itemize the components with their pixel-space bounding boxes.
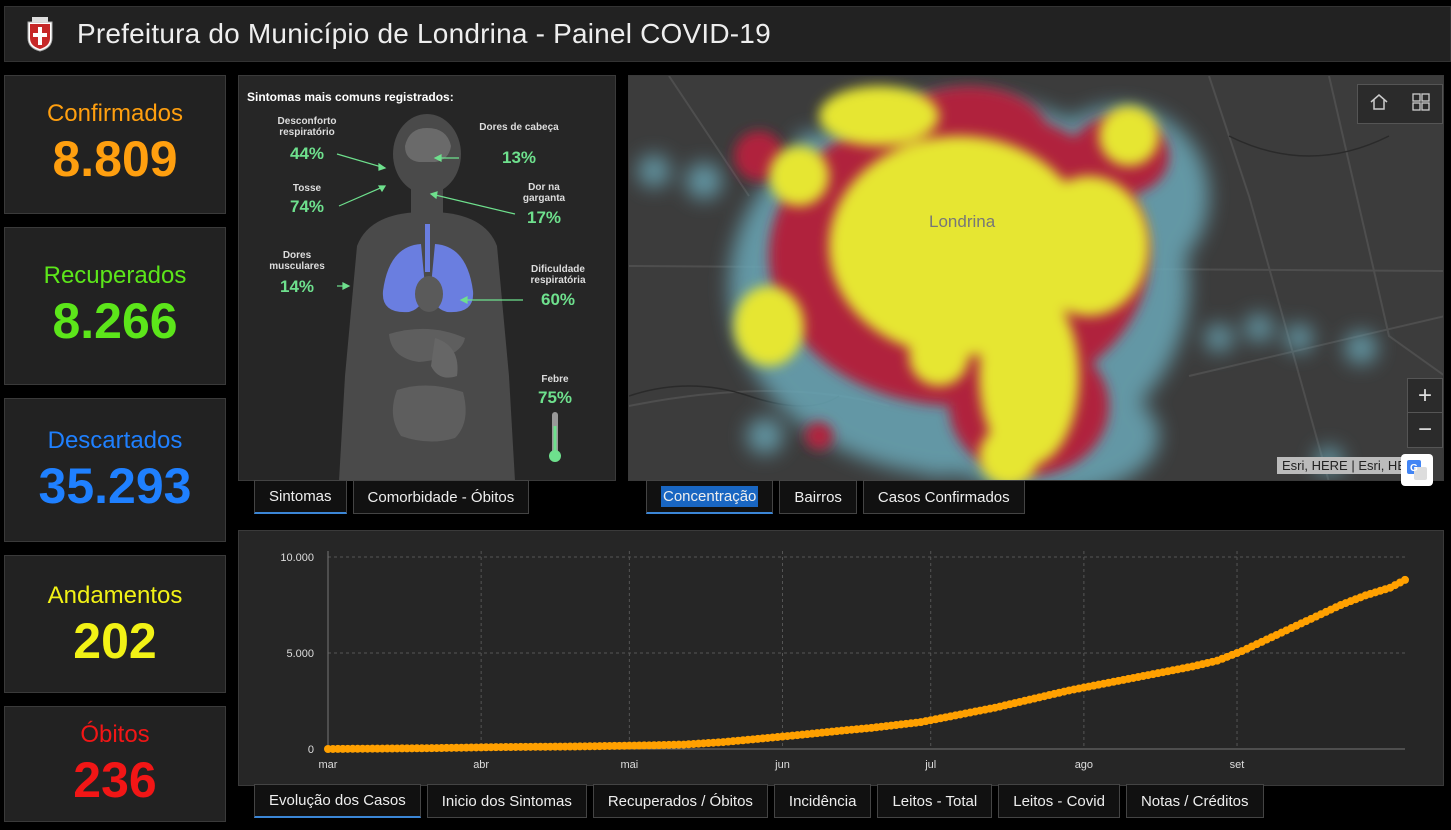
- symptom-label-cough: Tosse: [292, 183, 322, 194]
- symptom-label-muscle-pain: Dores musculares: [269, 250, 325, 272]
- confirmed-label: Confirmados: [46, 100, 184, 127]
- tab-symptom-onset[interactable]: Inicio dos Sintomas: [426, 784, 587, 818]
- recovered-value: 8.266: [52, 293, 178, 349]
- symptom-label-sore-throat: Dor na garganta: [522, 182, 566, 204]
- basemap-gallery-icon[interactable]: [1411, 92, 1431, 117]
- ongoing-label: Andamentos: [47, 582, 183, 609]
- heatmap-layer: [629, 76, 1443, 480]
- zoom-in-button[interactable]: +: [1407, 378, 1443, 414]
- x-tick-label: mai: [620, 759, 638, 771]
- symptom-pct-fever: 75%: [537, 388, 573, 407]
- symptom-pct-headache: 13%: [501, 148, 537, 167]
- tab-beds-covid[interactable]: Leitos - Covid: [998, 784, 1120, 818]
- x-tick-label: abr: [473, 759, 489, 771]
- discarded-label: Descartados: [47, 427, 183, 454]
- recovered-card: Recuperados 8.266: [4, 227, 226, 385]
- symptom-label-headache: Dores de cabeça: [479, 122, 559, 133]
- series-line: [327, 578, 1406, 750]
- home-icon[interactable]: [1369, 92, 1389, 117]
- symptom-label-respiratory-discomfort: Desconforto respiratório: [277, 116, 337, 138]
- y-tick-label: 0: [308, 744, 314, 756]
- tab-confirmed-cases[interactable]: Casos Confirmados: [862, 480, 1025, 514]
- zoom-out-button[interactable]: −: [1407, 412, 1443, 448]
- y-tick-label: 5.000: [286, 648, 314, 660]
- heatmap-map[interactable]: Londrina + − Esri, HERE | Esri, HE: [628, 75, 1444, 481]
- chart-plot: 10.000 5.000 0 mar abr mai jun jul ago set: [280, 551, 1409, 771]
- tab-recovered-deaths[interactable]: Recuperados / Óbitos: [592, 784, 768, 818]
- recovered-label: Recuperados: [43, 262, 187, 289]
- deaths-card: Óbitos 236: [4, 706, 226, 822]
- ongoing-card: Andamentos 202: [4, 555, 226, 693]
- symptom-pct-sore-throat: 17%: [526, 208, 562, 227]
- map-attribution: Esri, HERE | Esri, HE: [1276, 457, 1411, 474]
- symptom-label-fever: Febre: [541, 374, 569, 385]
- tab-beds-total[interactable]: Leitos - Total: [877, 784, 993, 818]
- symptom-pct-respiratory-discomfort: 44%: [289, 144, 325, 163]
- map-tab-bar: Concentração Bairros Casos Confirmados: [646, 480, 1025, 514]
- tab-incidence[interactable]: Incidência: [773, 784, 872, 818]
- symptom-pct-muscle-pain: 14%: [279, 277, 315, 296]
- chart-tab-bar: Evolução dos Casos Inicio dos Sintomas R…: [254, 784, 1264, 818]
- map-toolbar: [1357, 84, 1443, 124]
- symptoms-title: Sintomas mais comuns registrados:: [247, 90, 454, 104]
- tab-neighborhoods[interactable]: Bairros: [779, 480, 857, 514]
- body-illustration: [336, 114, 561, 481]
- city-crest-icon: [25, 16, 55, 52]
- x-tick-label: mar: [319, 759, 338, 771]
- x-tick-label: ago: [1075, 759, 1093, 771]
- deaths-value: 236: [73, 752, 157, 808]
- tab-concentration-label: Concentração: [661, 486, 759, 507]
- symptoms-panel: Sintomas mais comuns registrados: D: [238, 75, 616, 481]
- confirmed-value: 8.809: [52, 131, 178, 187]
- svg-text:G: G: [1410, 463, 1418, 474]
- map-city-label: Londrina: [929, 212, 996, 231]
- x-tick-label: jun: [774, 759, 790, 771]
- page-title: Prefeitura do Município de Londrina - Pa…: [77, 18, 771, 49]
- discarded-value: 35.293: [38, 458, 192, 514]
- y-tick-label: 10.000: [280, 552, 314, 564]
- cases-evolution-chart: 10.000 5.000 0 mar abr mai jun jul ago set: [238, 530, 1444, 786]
- tab-comorbidity-deaths[interactable]: Comorbidade - Óbitos: [352, 480, 530, 514]
- tab-concentration[interactable]: Concentração: [646, 480, 774, 514]
- tab-notes-credits[interactable]: Notas / Créditos: [1125, 784, 1264, 818]
- confirmed-card: Confirmados 8.809: [4, 75, 226, 214]
- symptom-pct-cough: 74%: [289, 197, 325, 216]
- deaths-label: Óbitos: [80, 721, 150, 748]
- x-tick-label: jul: [924, 759, 936, 771]
- symptoms-tab-bar: Sintomas Comorbidade - Óbitos: [254, 480, 530, 514]
- symptom-pct-breathing-difficulty: 60%: [540, 290, 576, 309]
- symptom-label-breathing-difficulty: Dificuldade respiratória: [530, 264, 586, 286]
- discarded-card: Descartados 35.293: [4, 398, 226, 542]
- x-tick-label: set: [1230, 759, 1245, 771]
- tab-case-evolution[interactable]: Evolução dos Casos: [254, 784, 421, 818]
- tab-symptoms[interactable]: Sintomas: [254, 480, 347, 514]
- ongoing-value: 202: [73, 613, 157, 669]
- data-point: [1401, 575, 1409, 584]
- translate-icon[interactable]: G: [1401, 454, 1433, 486]
- header-bar: Prefeitura do Município de Londrina - Pa…: [4, 6, 1451, 62]
